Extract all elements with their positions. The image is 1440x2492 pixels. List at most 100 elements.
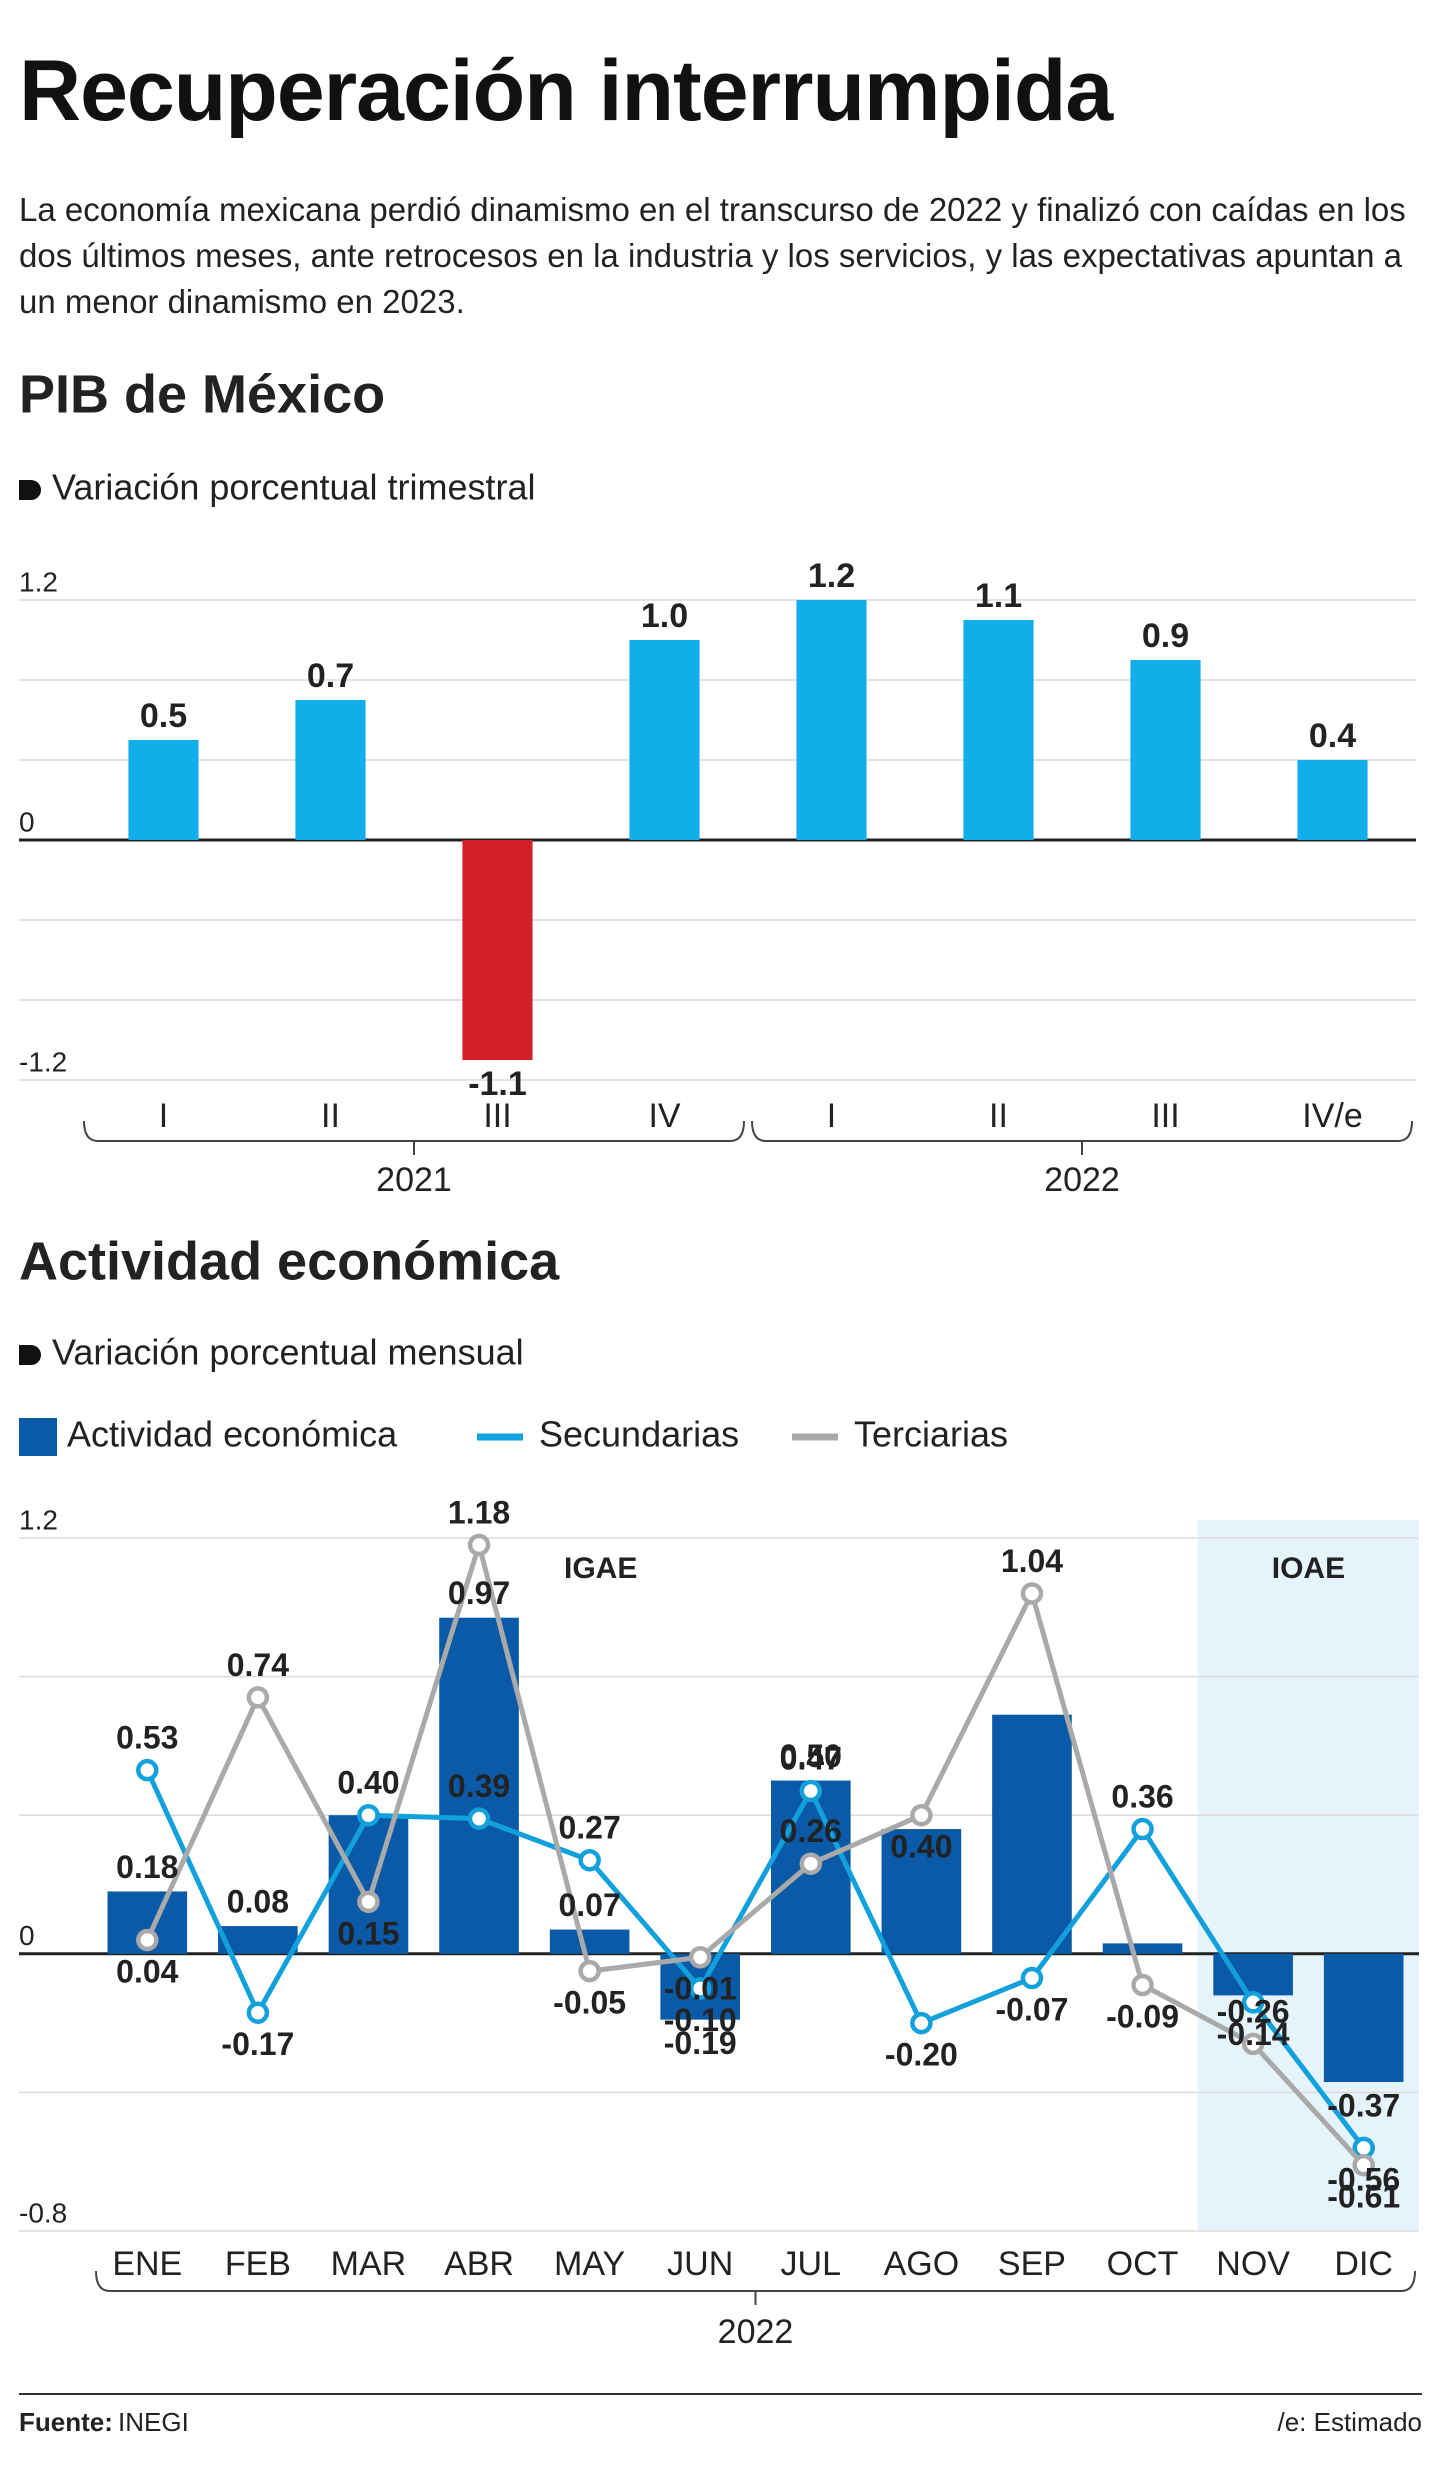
- value-label: 0.4: [1309, 717, 1356, 755]
- value-label: 0.18: [116, 1849, 178, 1885]
- bar: [1323, 1953, 1404, 2083]
- value-label: -0.61: [1327, 2179, 1400, 2215]
- value-label: 1.1: [975, 577, 1022, 615]
- y-tick-label: 0: [19, 806, 35, 837]
- point: [799, 1852, 823, 1875]
- group-bracket: [83, 1120, 745, 1155]
- point: [1131, 1973, 1154, 1997]
- x-tick-label: I: [827, 1097, 836, 1135]
- point: [246, 2001, 270, 2024]
- value-label: -0.07: [995, 1992, 1068, 2028]
- x-tick-label: MAR: [331, 2245, 407, 2283]
- x-tick-label: III: [1151, 1097, 1179, 1135]
- value-label: 0.39: [448, 1768, 510, 1804]
- value-label: 0.74: [227, 1647, 289, 1683]
- point: [1241, 2032, 1265, 2056]
- bar: [328, 1815, 409, 1954]
- x-tick-label: FEB: [225, 2245, 291, 2283]
- y-tick-label: 1.2: [19, 566, 58, 597]
- line: [145, 1542, 1366, 2167]
- group-label: 2022: [718, 2313, 794, 2351]
- bar: [1102, 1943, 1183, 1954]
- x-tick-label: ABR: [444, 2245, 514, 2283]
- bar: [963, 620, 1034, 840]
- value-label: -0.14: [1217, 2016, 1290, 2052]
- x-tick-label: AGO: [884, 2245, 960, 2283]
- bar: [462, 840, 533, 1060]
- bar: [992, 1714, 1072, 1954]
- value-label: 0.9: [1142, 617, 1189, 655]
- value-label: -0.26: [1217, 1993, 1290, 2029]
- x-tick-label: IV/e: [1302, 1097, 1362, 1135]
- group-label: 2021: [376, 1161, 452, 1199]
- annotation: IGAE: [564, 1552, 637, 1585]
- line: [145, 1769, 1366, 2150]
- point: [357, 1803, 380, 1827]
- page-subtitle: La economía mexicana perdió dinamismo en…: [19, 191, 1406, 320]
- bar: [549, 1929, 630, 1954]
- value-label: 1.2: [808, 557, 855, 595]
- x-tick-label: I: [159, 1097, 168, 1135]
- point: [578, 1959, 601, 1983]
- legend-label: Secundarias: [539, 1414, 739, 1455]
- bar: [1130, 660, 1201, 840]
- x-tick-label: NOV: [1216, 2245, 1290, 2283]
- group-bracket: [751, 1120, 1413, 1155]
- value-label: 0.27: [558, 1810, 620, 1846]
- point: [578, 1848, 601, 1872]
- x-tick-label: JUL: [781, 2245, 841, 2283]
- x-tick-label: SEP: [998, 2245, 1066, 2283]
- value-label: -0.37: [1327, 2087, 1400, 2123]
- chart-title: PIB de México: [19, 364, 385, 424]
- y-tick-label: -0.8: [19, 2197, 67, 2228]
- chart-subtitle: Variación porcentual trimestral: [52, 467, 536, 508]
- x-tick-label: JUN: [667, 2245, 733, 2283]
- value-label: 0.97: [448, 1575, 510, 1611]
- footnote: /e: Estimado: [1277, 2407, 1422, 2437]
- bar: [796, 600, 867, 840]
- x-tick-label: DIC: [1334, 2245, 1393, 2283]
- x-tick-label: OCT: [1107, 2245, 1179, 2283]
- legend-label: Terciarias: [854, 1414, 1008, 1455]
- legend-swatch: [19, 1418, 57, 1456]
- group-label: 2022: [1044, 1161, 1120, 1199]
- point: [1020, 1966, 1044, 1990]
- bar: [881, 1829, 962, 1954]
- bar: [439, 1617, 519, 1954]
- x-tick-label: II: [989, 1097, 1008, 1135]
- point: [357, 1890, 380, 1914]
- value-label: -0.19: [664, 2025, 737, 2061]
- chart-subtitle: Variación porcentual mensual: [52, 1332, 524, 1373]
- x-tick-label: ENE: [112, 2245, 182, 2283]
- source-label: Fuente:: [19, 2407, 113, 2437]
- value-label: -0.01: [664, 1971, 737, 2007]
- bar: [629, 640, 700, 840]
- point: [467, 1807, 491, 1830]
- x-tick-label: III: [483, 1097, 511, 1135]
- y-tick-label: -1.2: [19, 1046, 67, 1077]
- value-label: 1.0: [641, 597, 688, 635]
- bar: [1297, 760, 1368, 840]
- value-label: 0.04: [116, 1953, 178, 1989]
- point: [799, 1779, 823, 1803]
- bar: [128, 740, 199, 840]
- value-label: -0.17: [221, 2026, 294, 2062]
- chart-title: Actividad económica: [19, 1231, 560, 1291]
- value-label: 1.18: [448, 1494, 510, 1530]
- value-label: -1.1: [468, 1065, 527, 1103]
- value-label: 0.53: [116, 1720, 178, 1756]
- value-label: 0.40: [337, 1765, 399, 1801]
- subtitle-marker: [19, 480, 41, 500]
- value-label: -0.20: [885, 2037, 958, 2073]
- highlight-label: IOAE: [1272, 1552, 1345, 1585]
- point: [1352, 2153, 1375, 2177]
- x-tick-label: MAY: [554, 2245, 625, 2283]
- x-tick-label: IV: [648, 1097, 680, 1135]
- value-label: -0.09: [1106, 1998, 1179, 2034]
- value-label: 0.08: [227, 1884, 289, 1920]
- group-bracket: [95, 2270, 1416, 2305]
- point: [1241, 1991, 1265, 2014]
- subtitle-marker: [19, 1345, 41, 1365]
